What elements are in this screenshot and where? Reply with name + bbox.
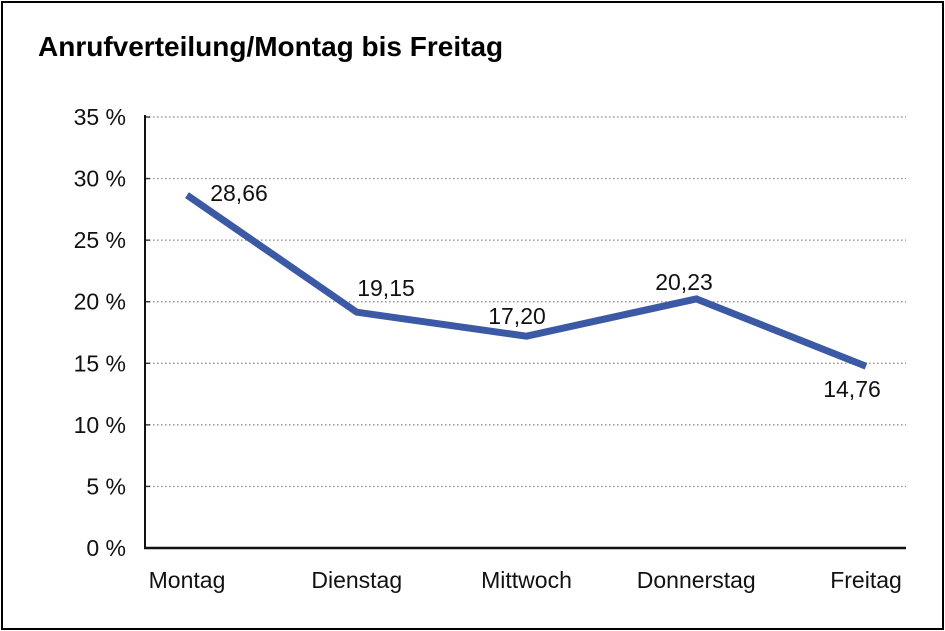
x-category-label: Mittwoch [481, 567, 572, 593]
value-label: 14,76 [823, 376, 881, 402]
y-tick-label: 0 % [86, 535, 126, 561]
value-label: 20,23 [655, 269, 713, 295]
y-tick-label: 35 % [74, 104, 126, 130]
value-label: 28,66 [210, 180, 268, 206]
value-label: 19,15 [357, 275, 415, 301]
value-label: 17,20 [488, 303, 546, 329]
y-tick-label: 10 % [74, 412, 126, 438]
y-tick-label: 20 % [74, 289, 126, 315]
y-tick-label: 25 % [74, 227, 126, 253]
x-category-label: Dienstag [311, 567, 402, 593]
data-line [185, 192, 868, 370]
x-category-label: Freitag [830, 567, 902, 593]
y-tick-label: 5 % [86, 473, 126, 499]
y-tick-label: 15 % [74, 350, 126, 376]
chart-title: Anrufverteilung/Montag bis Freitag [38, 31, 504, 62]
x-category-label: Donnerstag [637, 567, 756, 593]
y-tick-label: 30 % [74, 166, 126, 192]
x-category-label: Montag [149, 567, 226, 593]
